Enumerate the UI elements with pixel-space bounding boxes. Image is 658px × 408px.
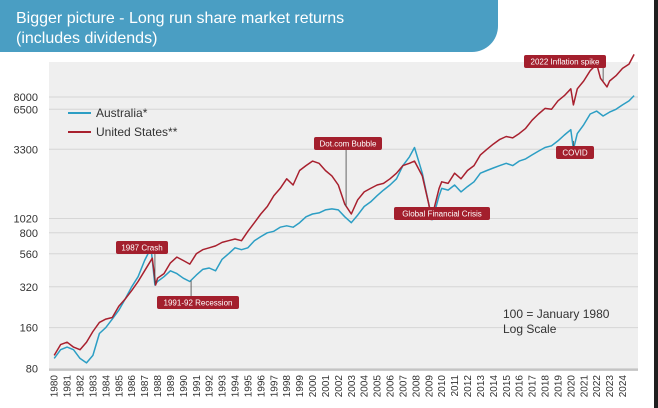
- y-tick-label: 6500: [14, 104, 38, 116]
- annotation-box: [524, 55, 606, 68]
- x-tick-label: 2014: [489, 375, 500, 398]
- annotation-label: 1991-92 Recession: [164, 299, 233, 308]
- x-tick-label: 1987: [140, 375, 151, 398]
- x-tick-label: 2018: [541, 375, 552, 398]
- x-tick-label: 1980: [50, 375, 61, 398]
- y-tick-label: 560: [20, 249, 38, 261]
- chart-note: Log Scale: [503, 322, 557, 336]
- x-tick-label: 2006: [386, 375, 397, 398]
- x-tick-label: 1989: [166, 375, 177, 398]
- x-tick-label: 1999: [295, 375, 306, 398]
- chart-note: 100 = January 1980: [503, 307, 610, 321]
- x-tick-label: 2015: [502, 375, 513, 398]
- x-tick-label: 1991: [192, 375, 203, 398]
- x-tick-label: 2021: [579, 375, 590, 398]
- x-tick-label: 2012: [463, 375, 474, 398]
- x-tick-label: 2005: [373, 375, 384, 398]
- annotation-box: [314, 137, 382, 150]
- x-tick-label: 2024: [618, 375, 629, 398]
- annotation-box: [394, 207, 490, 220]
- chart-title: Bigger picture - Long run share market r…: [16, 10, 345, 27]
- annotation-label: 2022 Inflation spike: [531, 58, 600, 67]
- x-tick-label: 2001: [321, 375, 332, 398]
- x-axis-ticks: 1980 1981 1982 1983 1984 1985 1986 1987 1988 1989…: [49, 369, 638, 398]
- x-tick-label: 1983: [88, 375, 99, 398]
- x-tick-label: 2002: [334, 375, 345, 398]
- x-tick-label: 2010: [437, 375, 448, 398]
- y-tick-label: 160: [20, 323, 38, 335]
- annotation-label: COVID: [562, 149, 588, 158]
- x-tick-label: 2017: [528, 375, 539, 398]
- x-tick-label: 2011: [450, 375, 461, 397]
- annotation-label: Global Financial Crisis: [402, 210, 482, 219]
- x-tick-label: 2008: [411, 375, 422, 398]
- chart-subtitle: (includes dividends): [16, 30, 158, 47]
- series-line-united-states: [53, 54, 635, 356]
- x-tick-label: 2020: [566, 375, 577, 398]
- x-tick-label: 2003: [347, 375, 358, 398]
- annotation-label: Dot.com Bubble: [320, 140, 377, 149]
- x-tick-label: 1981: [63, 375, 74, 398]
- legend-label: Australia*: [96, 106, 148, 120]
- x-tick-label: 2016: [515, 375, 526, 398]
- x-tick-label: 1986: [127, 375, 138, 398]
- y-tick-label: 8000: [14, 92, 38, 104]
- x-tick-label: 1988: [153, 375, 164, 398]
- annotation-box: [116, 241, 168, 254]
- x-tick-label: 1984: [101, 375, 112, 398]
- annotation-box: [157, 296, 239, 309]
- annotation-box: [556, 146, 594, 159]
- annotations: 1987 Crash 1991-92 Recession Dot.com Bubbl…: [116, 55, 606, 309]
- x-tick-label: 2019: [553, 375, 564, 398]
- x-tick-label: 1985: [114, 375, 125, 398]
- legend-label: United States**: [96, 125, 178, 139]
- x-tick-label: 1993: [218, 375, 229, 398]
- x-tick-label: 1998: [282, 375, 293, 398]
- y-tick-label: 320: [20, 282, 38, 294]
- x-tick-label: 1990: [179, 375, 190, 398]
- x-tick-label: 2009: [424, 375, 435, 398]
- y-tick-label: 3300: [14, 144, 38, 156]
- y-tick-label: 1020: [14, 213, 38, 225]
- x-tick-label: 1994: [231, 375, 242, 398]
- series-lines: [53, 54, 635, 364]
- window-edge: [654, 0, 658, 408]
- x-tick-label: 2004: [360, 375, 371, 398]
- y-tick-label: 800: [20, 228, 38, 240]
- x-tick-label: 1997: [269, 375, 280, 398]
- x-tick-label: 1992: [205, 375, 216, 398]
- x-tick-label: 1982: [76, 375, 87, 398]
- legend: Australia* United States**: [68, 106, 178, 139]
- x-tick-label: 1996: [256, 375, 267, 398]
- x-tick-label: 1995: [243, 375, 254, 398]
- annotation-label: 1987 Crash: [121, 244, 162, 253]
- y-tick-label: 80: [26, 364, 38, 376]
- x-tick-label: 2023: [605, 375, 616, 398]
- x-tick-label: 2007: [398, 375, 409, 398]
- x-tick-label: 2000: [308, 375, 319, 398]
- x-tick-label: 2022: [592, 375, 603, 398]
- x-tick-label: 2013: [476, 375, 487, 398]
- title-banner: Bigger picture - Long run share market r…: [0, 0, 498, 52]
